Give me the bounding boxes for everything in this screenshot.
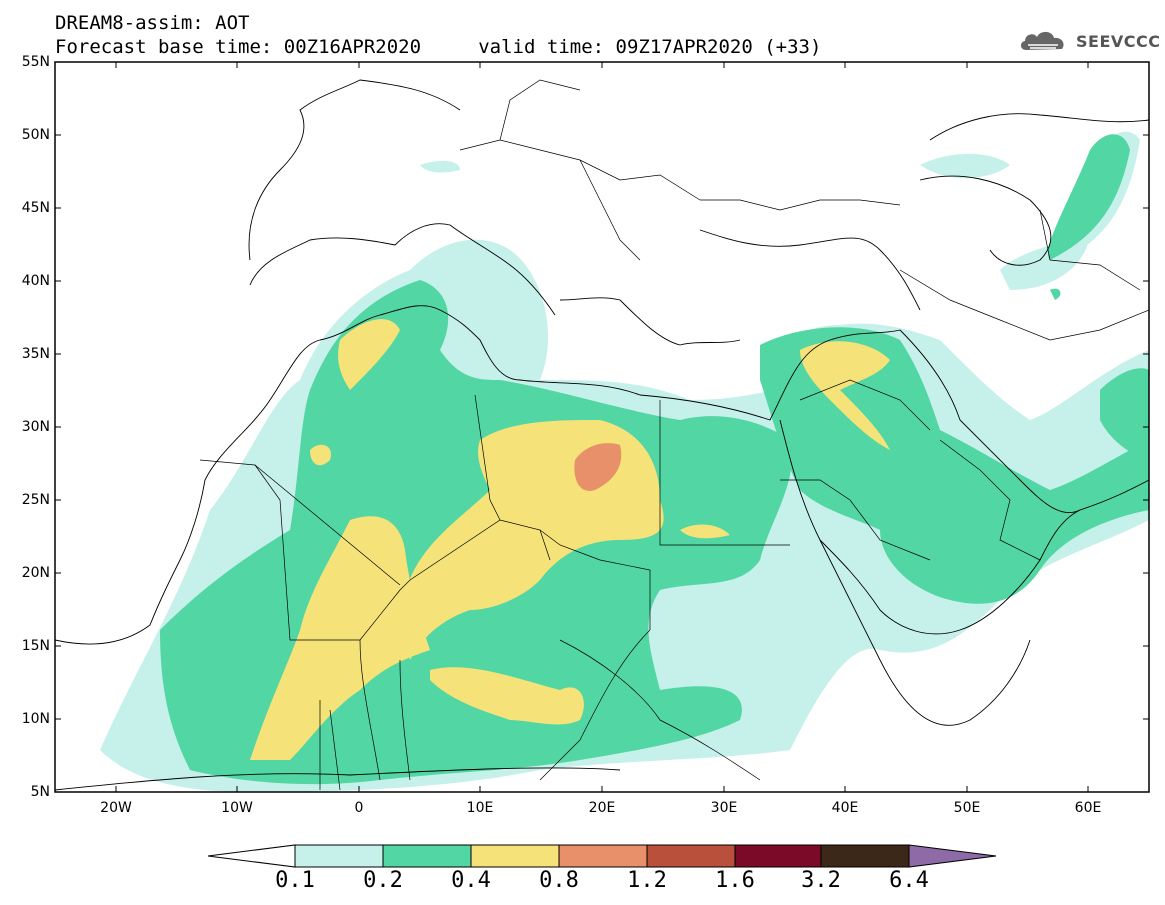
colorbar-segment-1.2 <box>646 844 736 868</box>
lon-tick-label: 10W <box>221 800 253 816</box>
lon-tick-label: 60E <box>1074 800 1102 816</box>
colorbar <box>207 844 997 868</box>
lat-tick-label: 25N <box>21 492 50 508</box>
seevccc-logo: SEEVCCC <box>1018 28 1161 54</box>
colorbar-segment-0.8 <box>558 844 648 868</box>
colorbar-label: 0.4 <box>451 868 491 893</box>
lat-tick-label: 5N <box>30 784 50 800</box>
logo-text: SEEVCCC <box>1076 31 1161 51</box>
lat-tick-label: 45N <box>21 200 50 216</box>
lon-tick-label: 50E <box>953 800 981 816</box>
lat-tick-label: 15N <box>21 638 50 654</box>
colorbar-label: 0.2 <box>363 868 403 893</box>
lat-tick-label: 30N <box>21 419 50 435</box>
lon-tick-label: 20W <box>100 800 132 816</box>
colorbar-segment-1.6 <box>734 844 822 868</box>
chart-title: DREAM8-assim: AOT <box>55 12 250 34</box>
lon-tick-label: 20E <box>588 800 616 816</box>
colorbar-label: 3.2 <box>801 868 841 893</box>
colorbar-segment-3.2 <box>820 844 910 868</box>
lon-tick-label: 40E <box>831 800 859 816</box>
lat-tick-label: 20N <box>21 565 50 581</box>
chart-subtitle: Forecast base time: 00Z16APR2020 valid t… <box>55 36 822 58</box>
axis-ticks <box>55 61 1149 792</box>
lat-tick-label: 40N <box>21 273 50 289</box>
colorbar-segment-0.1 <box>294 844 384 868</box>
colorbar-segment-0.4 <box>470 844 560 868</box>
lat-tick-label: 50N <box>21 127 50 143</box>
colorbar-label: 6.4 <box>889 868 929 893</box>
borders <box>199 79 1149 791</box>
coastlines <box>55 79 1149 791</box>
colorbar-label: 1.2 <box>627 868 667 893</box>
lon-tick-label: 0 <box>354 800 364 816</box>
lat-tick-label: 10N <box>21 711 50 727</box>
colorbar-segment-0.2 <box>382 844 472 868</box>
colorbar-lower-triangle <box>207 844 296 868</box>
cloud-icon <box>1020 31 1064 50</box>
colorbar-label: 0.1 <box>275 868 315 893</box>
colorbar-label: 1.6 <box>715 868 755 893</box>
lon-tick-label: 30E <box>710 800 738 816</box>
aot-field-0.8 <box>574 443 622 491</box>
colorbar-label: 0.8 <box>539 868 579 893</box>
lat-tick-label: 55N <box>21 54 50 70</box>
lat-tick-label: 35N <box>21 346 50 362</box>
lon-tick-label: 10E <box>466 800 494 816</box>
colorbar-upper-triangle <box>908 844 997 868</box>
